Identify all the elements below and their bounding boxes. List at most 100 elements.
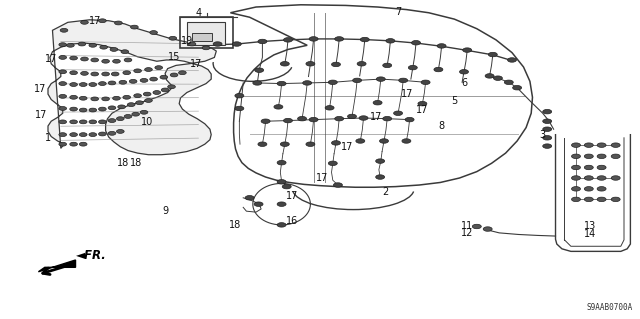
Circle shape — [99, 107, 106, 111]
Circle shape — [277, 160, 286, 165]
Circle shape — [543, 144, 552, 148]
Circle shape — [405, 117, 414, 122]
Circle shape — [111, 72, 119, 76]
Circle shape — [258, 39, 267, 44]
Text: 18: 18 — [130, 158, 143, 168]
Text: 17: 17 — [370, 112, 383, 122]
Circle shape — [418, 101, 427, 106]
Text: 17: 17 — [285, 191, 298, 201]
Text: 17: 17 — [401, 89, 413, 99]
Circle shape — [150, 31, 157, 34]
Text: 19: 19 — [180, 36, 193, 47]
Circle shape — [99, 19, 106, 23]
Circle shape — [113, 96, 120, 100]
Circle shape — [274, 105, 283, 109]
Circle shape — [483, 227, 492, 231]
Circle shape — [543, 109, 552, 114]
Circle shape — [99, 82, 106, 85]
Circle shape — [597, 197, 606, 202]
Circle shape — [584, 143, 593, 147]
Circle shape — [232, 42, 241, 46]
Polygon shape — [38, 260, 76, 272]
Circle shape — [79, 96, 87, 100]
Circle shape — [332, 141, 340, 145]
Circle shape — [129, 79, 137, 83]
Circle shape — [143, 92, 151, 96]
FancyBboxPatch shape — [187, 22, 225, 45]
Circle shape — [70, 95, 77, 99]
Circle shape — [60, 28, 68, 32]
Text: 17: 17 — [88, 16, 101, 26]
Circle shape — [132, 112, 140, 116]
Circle shape — [611, 143, 620, 147]
Circle shape — [543, 119, 552, 123]
Circle shape — [597, 165, 606, 170]
Circle shape — [168, 85, 175, 89]
Circle shape — [150, 77, 157, 81]
Circle shape — [402, 139, 411, 143]
Circle shape — [584, 187, 593, 191]
Circle shape — [611, 176, 620, 180]
Text: 12: 12 — [461, 228, 474, 238]
Circle shape — [213, 42, 222, 46]
Circle shape — [202, 46, 210, 50]
FancyBboxPatch shape — [192, 33, 212, 41]
Circle shape — [89, 120, 97, 124]
Circle shape — [543, 127, 552, 131]
Circle shape — [102, 59, 109, 63]
Circle shape — [472, 224, 481, 229]
Circle shape — [89, 108, 97, 112]
Circle shape — [306, 62, 315, 66]
Circle shape — [277, 180, 286, 184]
Circle shape — [91, 97, 99, 101]
Circle shape — [108, 106, 116, 110]
Circle shape — [134, 69, 141, 73]
Circle shape — [332, 62, 340, 67]
Circle shape — [102, 72, 109, 76]
Text: 17: 17 — [190, 59, 203, 70]
Circle shape — [100, 45, 108, 49]
Circle shape — [70, 83, 77, 86]
Circle shape — [284, 38, 292, 42]
Circle shape — [597, 187, 606, 191]
Circle shape — [70, 133, 77, 137]
Circle shape — [504, 80, 513, 85]
Circle shape — [113, 59, 120, 63]
Circle shape — [79, 142, 87, 146]
Circle shape — [70, 107, 77, 111]
Circle shape — [140, 78, 148, 82]
Circle shape — [59, 133, 67, 137]
Text: 3: 3 — [540, 130, 546, 140]
Circle shape — [572, 143, 580, 147]
Circle shape — [380, 139, 388, 143]
Circle shape — [572, 176, 580, 180]
Circle shape — [353, 78, 362, 83]
Circle shape — [59, 94, 67, 98]
Circle shape — [91, 58, 99, 62]
Circle shape — [59, 82, 67, 85]
Circle shape — [169, 36, 177, 40]
Circle shape — [160, 75, 168, 79]
Circle shape — [99, 132, 106, 136]
Circle shape — [412, 41, 420, 45]
Circle shape — [437, 44, 446, 48]
Text: 1: 1 — [45, 133, 51, 143]
Circle shape — [116, 130, 124, 133]
Circle shape — [357, 62, 366, 66]
Circle shape — [89, 43, 97, 47]
Circle shape — [584, 154, 593, 159]
Circle shape — [277, 223, 286, 227]
Text: 13: 13 — [584, 221, 596, 232]
Circle shape — [81, 57, 88, 61]
Circle shape — [359, 116, 368, 120]
Circle shape — [124, 58, 132, 62]
Circle shape — [59, 70, 67, 74]
Circle shape — [572, 197, 580, 202]
Circle shape — [123, 95, 131, 99]
Circle shape — [110, 48, 118, 51]
Text: 10: 10 — [141, 117, 154, 127]
Circle shape — [408, 65, 417, 70]
Circle shape — [70, 56, 77, 60]
Text: 2: 2 — [382, 187, 388, 197]
Circle shape — [59, 107, 67, 110]
